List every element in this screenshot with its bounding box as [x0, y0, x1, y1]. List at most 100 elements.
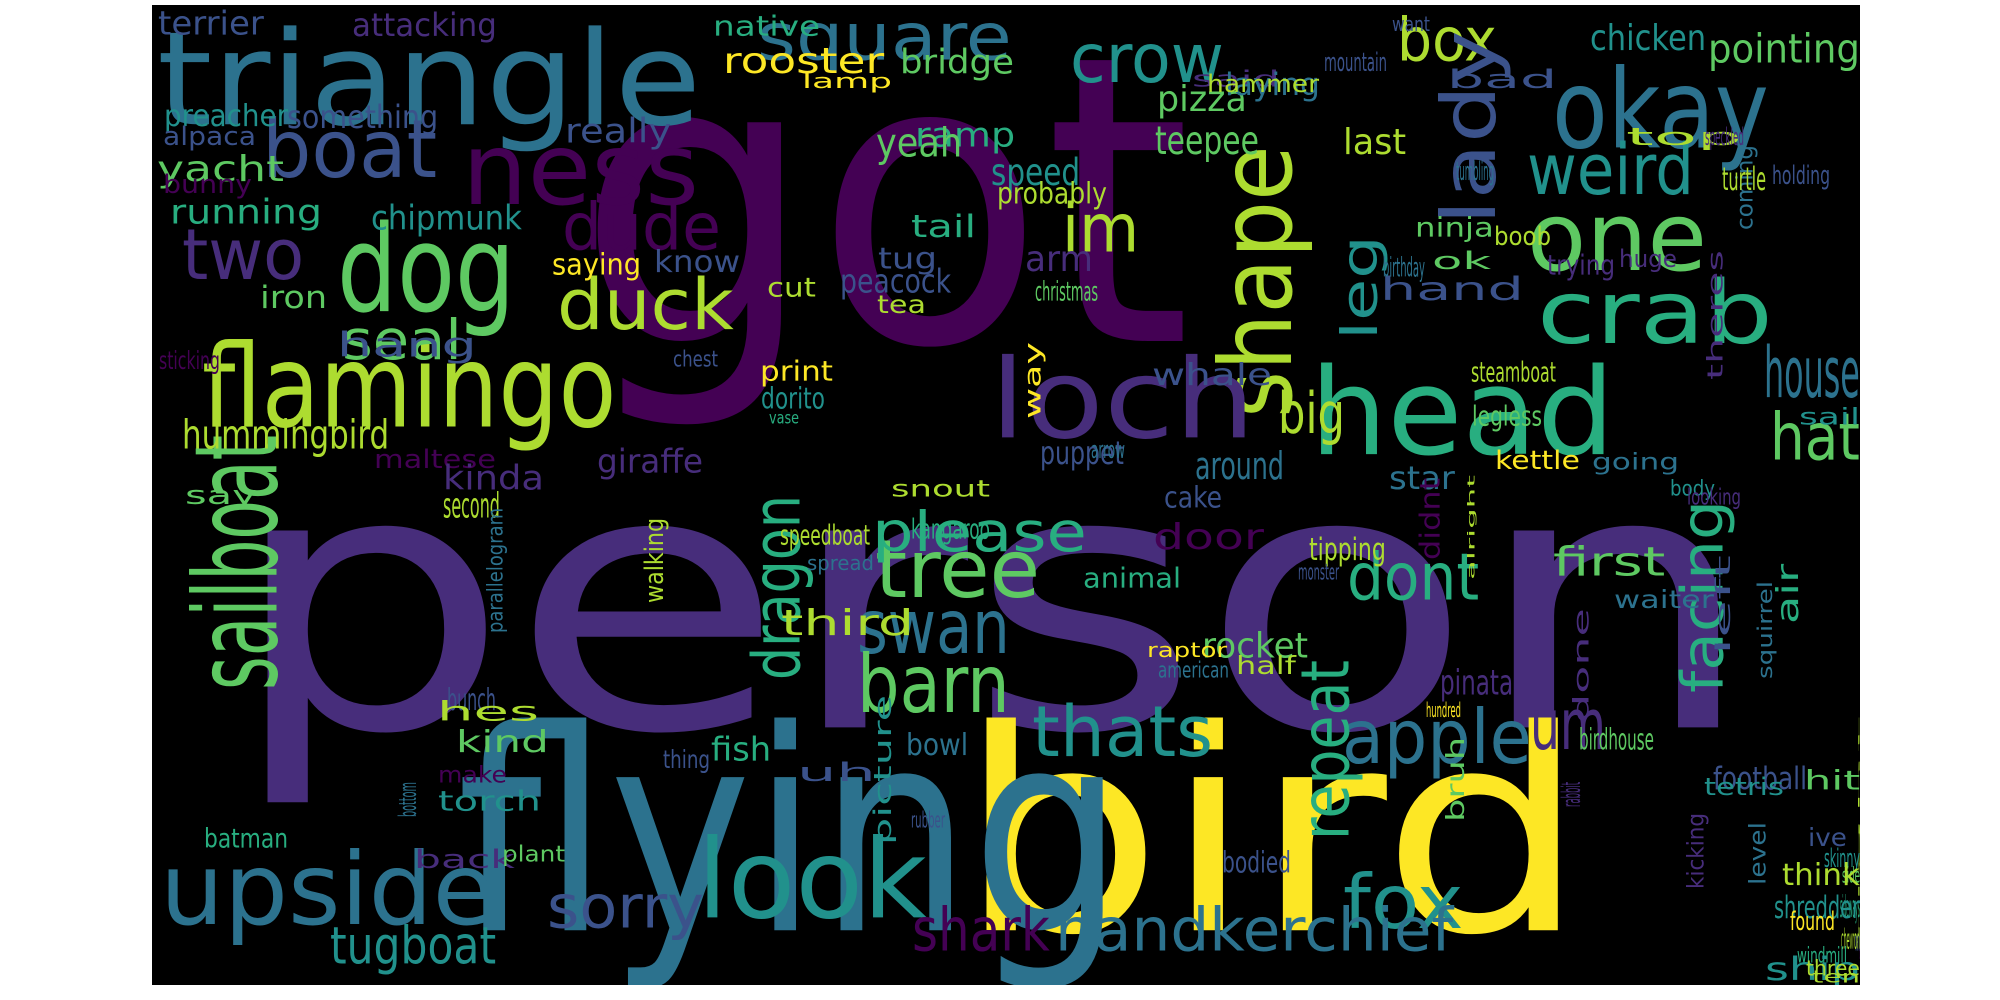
- word-im: im: [1062, 188, 1140, 268]
- word-sorry: sorry: [547, 871, 704, 942]
- word-rooster: rooster: [723, 39, 885, 82]
- word-air: air: [1770, 563, 1806, 624]
- word-tetris: tetris: [1704, 772, 1784, 801]
- word-speed: speed: [991, 150, 1081, 194]
- word-print: print: [760, 354, 833, 388]
- word-speedboat: speedboat: [780, 518, 871, 552]
- word-half: half: [1236, 650, 1296, 680]
- word-bridge: bridge: [900, 41, 1014, 82]
- word-plant: plant: [502, 841, 566, 867]
- word-head: head: [1310, 342, 1615, 483]
- word-body: body: [1670, 476, 1716, 501]
- word-bad: bad: [1447, 63, 1558, 95]
- word-turtle: turtle: [1722, 160, 1767, 198]
- word-first: first: [1553, 538, 1666, 586]
- word-hand: hand: [1380, 270, 1524, 308]
- word-running: running: [170, 191, 322, 232]
- word-hes: hes: [437, 695, 540, 728]
- word-bunny: bunny: [163, 168, 252, 200]
- word-raptor: raptor: [1147, 638, 1228, 662]
- word-door: door: [1153, 515, 1264, 558]
- word-yeah: yeah: [876, 119, 963, 167]
- word-crab: crab: [1537, 262, 1773, 364]
- word-giraffe: giraffe: [597, 442, 704, 481]
- word-around: around: [1195, 443, 1284, 489]
- word-hundred: hundred: [1426, 698, 1461, 722]
- word-sideways: sideways: [1840, 889, 1860, 925]
- word-apple: apple: [1342, 693, 1532, 781]
- word-one: one: [1527, 181, 1708, 293]
- word-bodied: bodied: [1222, 845, 1291, 880]
- word-tail: tail: [911, 208, 977, 245]
- word-shredder: shredder: [1774, 889, 1860, 926]
- word-bowl: bowl: [906, 727, 969, 763]
- word-birdhouse: birdhouse: [1579, 722, 1654, 757]
- word-want: want: [1392, 12, 1430, 36]
- word-hummingbird: hummingbird: [182, 411, 390, 459]
- word-tea: tea: [877, 289, 927, 319]
- word-puppet: puppet: [1040, 434, 1124, 472]
- word-ship: ship: [1765, 950, 1860, 985]
- word-steamboat: steamboat: [1471, 355, 1556, 389]
- word-alpaca: alpaca: [163, 120, 257, 152]
- word-parallelogram: parallelogram: [483, 507, 508, 633]
- word-hammer: hammer: [1207, 69, 1320, 98]
- word-trying: trying: [1547, 248, 1616, 282]
- word-side: side: [1842, 863, 1860, 888]
- word-okay: okay: [1552, 45, 1769, 174]
- word-sail: sail: [1799, 402, 1860, 430]
- word-make: make: [438, 760, 507, 788]
- word-animal: animal: [1083, 561, 1181, 595]
- word-fox: fox: [1343, 858, 1464, 946]
- word-preacher: preacher: [164, 98, 289, 134]
- word-left: left: [1711, 555, 1735, 655]
- word-two: two: [182, 213, 305, 296]
- word-attacking: attacking: [352, 6, 497, 44]
- word-swan: swan: [857, 583, 1010, 671]
- word-rabbit: rabbit: [1555, 781, 1587, 807]
- word-thing: thing: [663, 744, 711, 774]
- word-level: level: [1743, 822, 1771, 885]
- word-crow: crow: [1070, 18, 1224, 99]
- word-think: think: [1782, 857, 1860, 893]
- word-something: something: [287, 98, 439, 136]
- word-said: said: [1192, 66, 1280, 92]
- word-sticking: sticking: [159, 345, 220, 375]
- word-birthday: birthday: [1383, 251, 1425, 284]
- word-three: three: [1806, 956, 1860, 981]
- word-looking: looking: [1687, 484, 1741, 510]
- word-hang: hang: [337, 324, 477, 365]
- word-kinda: kinda: [443, 457, 544, 498]
- word-chevron: chevron: [1841, 922, 1860, 956]
- word-kangaroo: kangaroo: [911, 512, 990, 546]
- word-walking: walking: [638, 517, 670, 603]
- word-dorito: dorito: [761, 381, 825, 416]
- word-upside: upside: [160, 831, 495, 948]
- word-person: person: [227, 392, 1757, 814]
- word-windmill: windmill: [1797, 943, 1848, 968]
- word-second: second: [443, 484, 500, 526]
- word-thats: thats: [1032, 690, 1214, 773]
- word-bottom: bottom: [393, 782, 422, 817]
- word-hat: hat: [1770, 399, 1860, 476]
- word-please: please: [872, 500, 1087, 565]
- word-mountain: mountain: [1324, 46, 1388, 78]
- word-um: um: [1530, 683, 1606, 766]
- word-maltese: maltese: [374, 443, 496, 475]
- word-pointing: pointing: [1708, 25, 1860, 73]
- word-cut: cut: [767, 271, 816, 304]
- word-waiter: waiter: [1614, 584, 1714, 614]
- word-native: native: [713, 9, 821, 43]
- word-terrier: terrier: [158, 5, 264, 43]
- word-going: going: [1592, 447, 1680, 475]
- word-christmas: christmas: [1035, 275, 1099, 308]
- word-barn: barn: [857, 637, 1010, 732]
- word-box: box: [1397, 5, 1497, 75]
- word-whale: whale: [1152, 357, 1272, 393]
- word-holding: holding: [1772, 159, 1831, 191]
- word-tug: tug: [878, 241, 938, 276]
- word-tree: tree: [875, 522, 1041, 617]
- word-done: done: [1569, 608, 1594, 723]
- word-tumbling: tumbling: [1456, 155, 1494, 187]
- word-really: really: [565, 110, 672, 151]
